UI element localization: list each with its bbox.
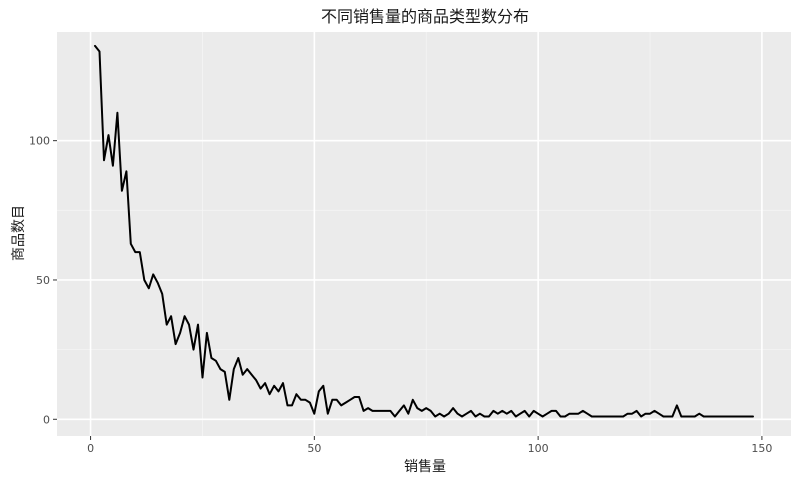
panel-background xyxy=(57,32,791,436)
series-line xyxy=(94,44,754,418)
y-tick-label: 100 xyxy=(29,135,50,148)
x-tick-label: 150 xyxy=(751,442,772,455)
y-tick-label: 50 xyxy=(36,274,50,287)
y-axis-label: 商品数目 xyxy=(11,205,27,261)
y-tick-label: 0 xyxy=(43,413,50,426)
x-tick-label: 100 xyxy=(528,442,549,455)
x-axis-label: 销售量 xyxy=(404,459,446,475)
x-tick-label: 0 xyxy=(87,442,94,455)
chart-title: 不同销售量的商品类型数分布 xyxy=(321,7,529,26)
x-tick-label: 50 xyxy=(307,442,321,455)
plot-panel: 0 50 100 150 0 50 100 xyxy=(29,32,791,455)
